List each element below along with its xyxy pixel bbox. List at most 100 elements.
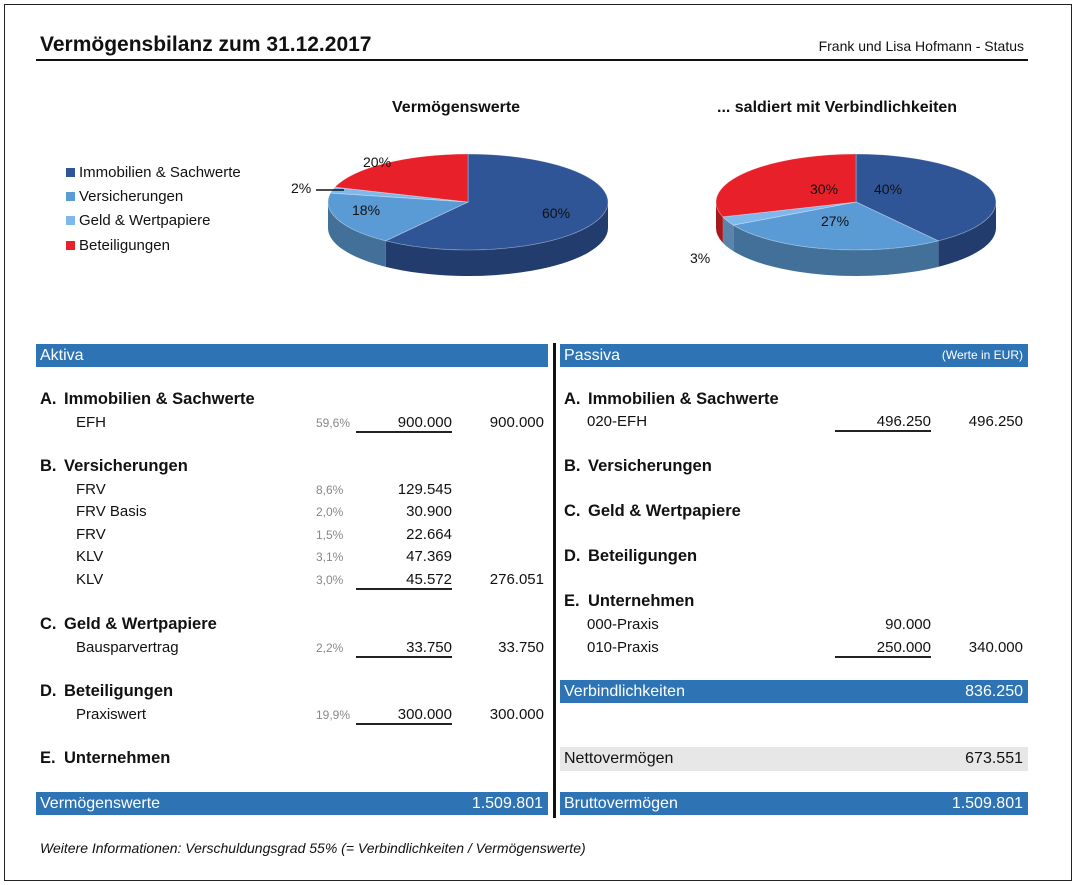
total-value: 1.509.801 [471, 795, 543, 812]
legend-label: Immobilien & Sachwerte [79, 163, 241, 181]
passiva-section-c: C. Geld & Wertpapiere [564, 502, 741, 521]
row-label: KLV [76, 571, 104, 588]
legend-label: Beteiligungen [79, 236, 170, 254]
legend-label: Versicherungen [79, 187, 184, 205]
row-percent: 1,5% [316, 528, 344, 542]
row-sum: 33.750 [498, 639, 544, 656]
row-percent: 59,6% [316, 416, 351, 430]
section-letter: A. [40, 390, 57, 408]
pie-side-versicherungen [328, 202, 386, 267]
liabilities-value: 836.250 [965, 683, 1023, 700]
section-letter: C. [40, 615, 57, 633]
pie2-label-immobilien: 40% [874, 181, 903, 197]
section-title: Immobilien & Sachwerte [588, 390, 779, 408]
row-value: 900.000 [356, 414, 452, 433]
row-sum: 900.000 [489, 414, 544, 431]
pie2-label-beteiligungen: 30% [810, 181, 839, 197]
section-title: Geld & Wertpapiere [64, 615, 217, 633]
table-row: FRV 8,6% 129.545 [76, 481, 548, 503]
section-title: Versicherungen [588, 457, 712, 475]
chart-legend: Immobilien & Sachwerte Versicherungen Ge… [66, 160, 241, 257]
section-letter: D. [40, 682, 57, 700]
total-label: Bruttovermögen [564, 795, 678, 812]
table-row: KLV 3,0% 45.572 276.051 [76, 571, 548, 593]
aktiva-total: Vermögenswerte 1.509.801 [36, 792, 548, 815]
section-letter: C. [564, 502, 581, 520]
legend-item: Versicherungen [66, 184, 241, 208]
row-label: FRV [76, 526, 106, 543]
pie1-label-immobilien: 60% [542, 205, 571, 221]
pie1-leader-line [316, 189, 344, 191]
table-row: EFH 59,6% 900.000 900.000 [76, 414, 548, 436]
row-sum: 276.051 [489, 571, 544, 588]
row-value: 47.369 [406, 548, 452, 565]
row-label: FRV Basis [76, 503, 147, 520]
passiva-header: Passiva (Werte in EUR) [560, 344, 1028, 367]
row-label: 000-Praxis [587, 616, 659, 633]
legend-swatch [66, 191, 75, 201]
table-row: 010-Praxis 250.000 340.000 [587, 639, 1027, 661]
table-row: KLV 3,1% 47.369 [76, 548, 548, 570]
row-sum: 300.000 [489, 706, 544, 723]
passiva-section-a: A. Immobilien & Sachwerte [564, 390, 779, 409]
row-percent: 19,9% [316, 708, 351, 722]
pie2-label-versicherungen: 27% [821, 213, 850, 229]
legend-swatch [66, 167, 75, 177]
legend-label: Geld & Wertpapiere [79, 212, 211, 230]
chart-title-assets: Vermögenswerte [392, 99, 521, 116]
pie1-label-versicherungen: 18% [352, 202, 381, 218]
row-label: 010-Praxis [587, 639, 659, 656]
row-label: Bausparvertrag [76, 639, 179, 656]
row-label: Praxiswert [76, 706, 147, 723]
pie-side-versicherungen [733, 225, 939, 276]
row-percent: 2,2% [316, 641, 344, 655]
page-subtitle: Frank und Lisa Hofmann - Status [818, 38, 1024, 54]
pie-slice-immobilien-sachwerte [855, 153, 997, 242]
aktiva-section-a: A. Immobilien & Sachwerte [40, 390, 255, 409]
section-letter: A. [564, 390, 581, 408]
pie-side-geld-wertpapiere [722, 216, 734, 252]
pie-side-immobilien-sachwerte [385, 202, 608, 276]
legend-item: Beteiligungen [66, 233, 241, 257]
pie-slice-beteiligungen [715, 153, 857, 218]
legend-swatch [66, 216, 75, 226]
chart-title-net: ... saldiert mit Verbindlichkeiten [717, 99, 958, 116]
row-percent: 2,0% [316, 505, 344, 519]
title-divider [36, 59, 1028, 61]
total-label: Vermögenswerte [40, 795, 161, 812]
row-value: 33.750 [356, 639, 452, 658]
row-value: 300.000 [356, 706, 452, 725]
row-percent: 3,1% [316, 550, 344, 564]
section-letter: B. [564, 457, 581, 475]
liabilities-label: Verbindlichkeiten [564, 683, 685, 700]
row-value: 90.000 [885, 616, 931, 633]
aktiva-section-d: D. Beteiligungen [40, 682, 173, 701]
net-worth-label: Nettovermögen [564, 750, 674, 767]
legend-swatch [66, 240, 75, 250]
row-value: 30.900 [406, 503, 452, 520]
section-letter: D. [564, 547, 581, 565]
pie-slice-versicherungen [327, 192, 470, 242]
legend-item: Immobilien & Sachwerte [66, 160, 241, 184]
page-title: Vermögensbilanz zum 31.12.2017 [40, 33, 372, 56]
aktiva-section-c: C. Geld & Wertpapiere [40, 615, 217, 634]
passiva-section-d: D. Beteiligungen [564, 547, 697, 566]
section-title: Geld & Wertpapiere [588, 502, 741, 520]
aktiva-section-e: E. Unternehmen [40, 749, 170, 768]
row-label: 020-EFH [587, 413, 648, 430]
pie1-label-geld: 2% [291, 180, 312, 196]
row-value: 45.572 [356, 571, 452, 590]
total-value: 1.509.801 [951, 795, 1023, 812]
footer-note: Weitere Informationen: Verschuldungsgrad… [40, 840, 586, 856]
section-letter: E. [564, 592, 580, 610]
section-title: Versicherungen [64, 457, 188, 475]
section-title: Unternehmen [64, 749, 171, 767]
passiva-header-label: Passiva [564, 347, 621, 364]
pie1-label-beteiligungen: 20% [363, 154, 392, 170]
row-sum: 340.000 [968, 639, 1023, 656]
net-worth-row: Nettovermögen 673.551 [560, 747, 1028, 771]
aktiva-header: Aktiva [36, 344, 548, 367]
table-row: Bausparvertrag 2,2% 33.750 33.750 [76, 639, 548, 661]
table-row: 020-EFH 496.250 496.250 [587, 413, 1027, 435]
passiva-section-e: E. Unternehmen [564, 592, 694, 611]
